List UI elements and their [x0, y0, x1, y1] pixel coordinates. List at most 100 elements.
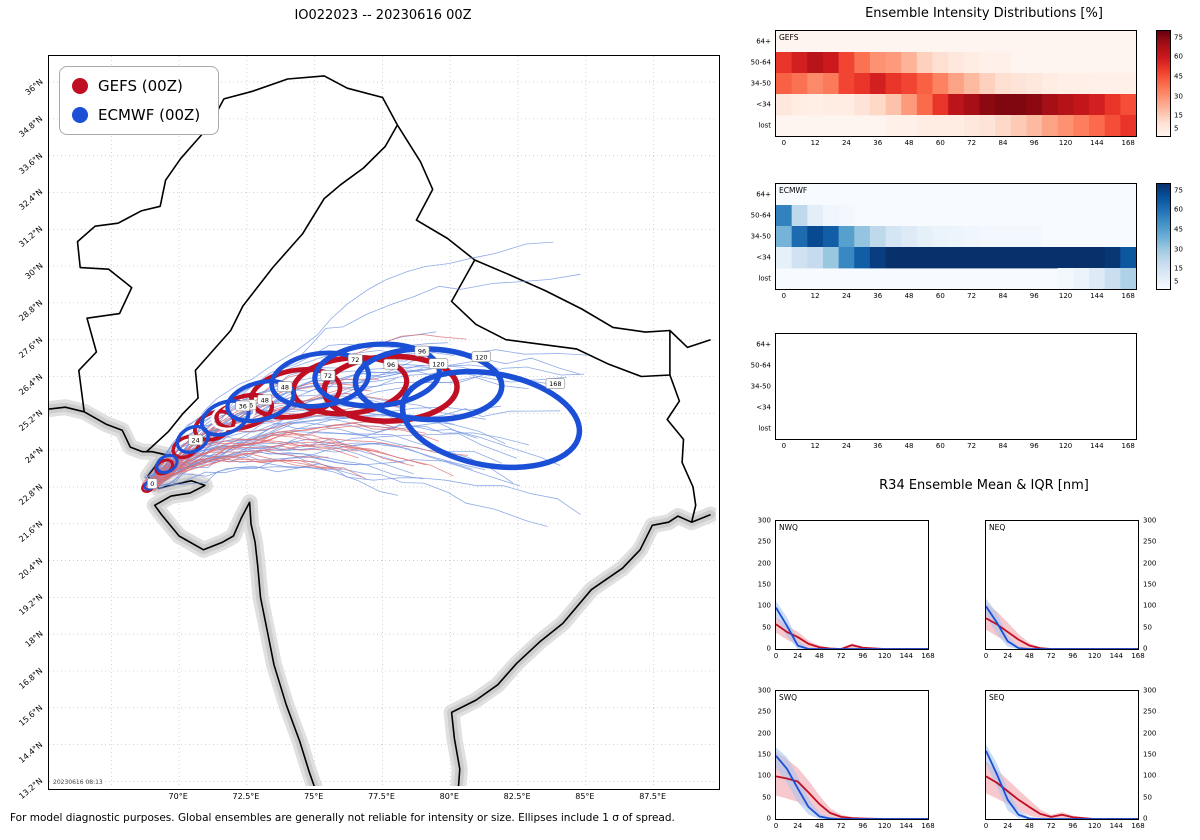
- intensity-x-tick: 144: [1090, 292, 1104, 300]
- intensity-x-tick: 120: [1058, 139, 1073, 147]
- colorbar-tick: 75: [1174, 33, 1183, 42]
- intensity-x-tick: 72: [967, 139, 977, 147]
- colorbar-tick: 75: [1174, 186, 1183, 195]
- intensity-x-tick: 12: [810, 442, 820, 450]
- svg-text:36: 36: [239, 403, 247, 411]
- svg-text:72: 72: [324, 372, 332, 380]
- track-map: 0244872961203636487296120168 GEFS (00Z) …: [48, 55, 720, 790]
- longitude-tick-label: 87.5°E: [639, 792, 667, 801]
- r34-x-tick: 72: [1046, 822, 1056, 830]
- r34-y-tick: 200: [757, 559, 771, 568]
- intensity-x-tick: 48: [904, 292, 914, 300]
- latitude-tick-label: 24°N: [23, 445, 45, 466]
- r34-y-tick: 300: [757, 516, 771, 525]
- intensity-row-label: <34: [756, 253, 771, 261]
- colorbar-tick: 15: [1174, 264, 1183, 273]
- intensity-row-label: 34-50: [750, 382, 771, 390]
- longitude-tick-label: 80°E: [439, 792, 459, 801]
- intensity-x-tick: 72: [967, 292, 977, 300]
- forecast-hour-labels: 0244872961203636487296120168: [147, 345, 566, 489]
- r34-x-tick: 48: [814, 822, 824, 830]
- heatmap-cells: [776, 52, 1136, 136]
- intensity-row-label: <34: [756, 403, 771, 411]
- intensity-row-label: 34-50: [750, 232, 771, 240]
- intensity-section-title: Ensemble Intensity Distributions [%]: [865, 6, 1103, 21]
- latitude-tick-label: 20.4°N: [17, 555, 45, 581]
- r34-y-tick: 200: [1143, 559, 1157, 568]
- r34-y-tick: 250: [1143, 707, 1157, 716]
- r34-section-title: R34 Ensemble Mean & IQR [nm]: [879, 478, 1089, 493]
- r34-y-tick: 300: [1143, 686, 1157, 695]
- r34-x-tick: 48: [1024, 652, 1034, 660]
- r34-x-tick: 96: [858, 652, 868, 660]
- r34-x-tick: 120: [1087, 652, 1102, 660]
- r34-x-tick: 96: [858, 822, 868, 830]
- r34-y-tick: 50: [762, 623, 771, 632]
- r34-y-tick: 50: [1143, 793, 1152, 802]
- intensity-x-tick: 84: [998, 139, 1008, 147]
- r34-x-tick: 0: [773, 652, 779, 660]
- r34-chart: [776, 601, 928, 649]
- r34-y-tick: 250: [757, 707, 771, 716]
- r34-x-tick: 24: [793, 652, 803, 660]
- r34-x-tick: 96: [1068, 822, 1078, 830]
- r34-x-tick: 24: [1003, 822, 1013, 830]
- latitude-tick-label: 21.6°N: [17, 518, 45, 544]
- latitude-tick-label: 30°N: [23, 261, 45, 282]
- latitude-axis: 13.2°N 14.4°N 15.6°N 16.8°N 18°N 19.2°N 20.4°N…: [0, 55, 48, 801]
- latitude-tick-label: 32.4°N: [17, 187, 45, 213]
- heatmap-cells: [776, 205, 1136, 289]
- r34-y-tick: 300: [757, 686, 771, 695]
- intensity-x-tick: 72: [967, 442, 977, 450]
- intensity-x-tick: 24: [841, 442, 851, 450]
- r34-chart: [776, 747, 928, 819]
- intensity-row-label: lost: [758, 274, 771, 282]
- ecmwf-legend-label: ECMWF (00Z): [98, 106, 201, 124]
- coastline: [49, 399, 716, 786]
- svg-text:48: 48: [281, 383, 289, 391]
- intensity-x-tick: 36: [873, 442, 883, 450]
- latitude-tick-label: 33.6°N: [17, 150, 45, 176]
- longitude-tick-label: 75°E: [304, 792, 324, 801]
- intensity-row-label: lost: [758, 121, 771, 129]
- latitude-tick-label: 19.2°N: [17, 592, 45, 618]
- cells: [776, 205, 1136, 289]
- latitude-tick-label: 31.2°N: [17, 224, 45, 250]
- latitude-tick-label: 18°N: [23, 629, 45, 650]
- r34-quadrant-neq: NEQ 0 50 100 150 200 250 300 0 24 48 72 96 120 144 168: [984, 517, 1157, 660]
- latitude-tick-label: 13.2°N: [17, 776, 45, 802]
- intensity-x-tick: 36: [873, 292, 883, 300]
- quadrant-label: SEQ: [989, 693, 1005, 702]
- r34-y-tick: 0: [766, 644, 771, 653]
- colorbar-tick: 60: [1174, 52, 1183, 61]
- r34-x-tick: 0: [983, 822, 989, 830]
- intensity-x-tick: 168: [1121, 442, 1135, 450]
- gefs-colorbar: 75 60 45 30 15 5: [1156, 30, 1183, 137]
- intensity-row-label: 64+: [756, 37, 771, 45]
- colorbar-tick: 60: [1174, 205, 1183, 214]
- empty-intensity-heatmap: 64+ 50-64 34-50 <34 lost 0 12 24 36 48 60 72 84 96 120…: [751, 333, 1137, 450]
- intensity-x-tick: 60: [935, 292, 945, 300]
- r34-x-tick: 24: [793, 822, 803, 830]
- intensity-row-label: 34-50: [750, 79, 771, 87]
- intensity-x-tick: 12: [810, 139, 820, 147]
- latitude-tick-label: 34.8°N: [17, 114, 45, 139]
- r34-y-tick: 250: [1143, 537, 1157, 546]
- map-legend: GEFS (00Z) ECMWF (00Z): [59, 66, 220, 135]
- longitude-tick-label: 77.5°E: [368, 792, 395, 801]
- latitude-tick-label: 14.4°N: [17, 739, 45, 765]
- intensity-row-label: 50-64: [750, 58, 771, 66]
- intensity-x-tick: 120: [1058, 292, 1073, 300]
- intensity-x-tick: 84: [998, 292, 1008, 300]
- gefs-legend-label: GEFS (00Z): [98, 77, 183, 95]
- intensity-x-tick: 168: [1121, 139, 1135, 147]
- heatmap-model-label: GEFS: [779, 33, 799, 42]
- r34-x-tick: 120: [877, 652, 892, 660]
- r34-x-tick: 144: [1109, 822, 1123, 830]
- intensity-x-tick: 12: [810, 292, 820, 300]
- intensity-row-label: 50-64: [750, 361, 771, 369]
- r34-x-tick: 144: [899, 822, 913, 830]
- gefs-legend-marker-icon: [72, 78, 88, 94]
- r34-y-tick: 100: [1143, 601, 1157, 610]
- intensity-row-label: 50-64: [750, 211, 771, 219]
